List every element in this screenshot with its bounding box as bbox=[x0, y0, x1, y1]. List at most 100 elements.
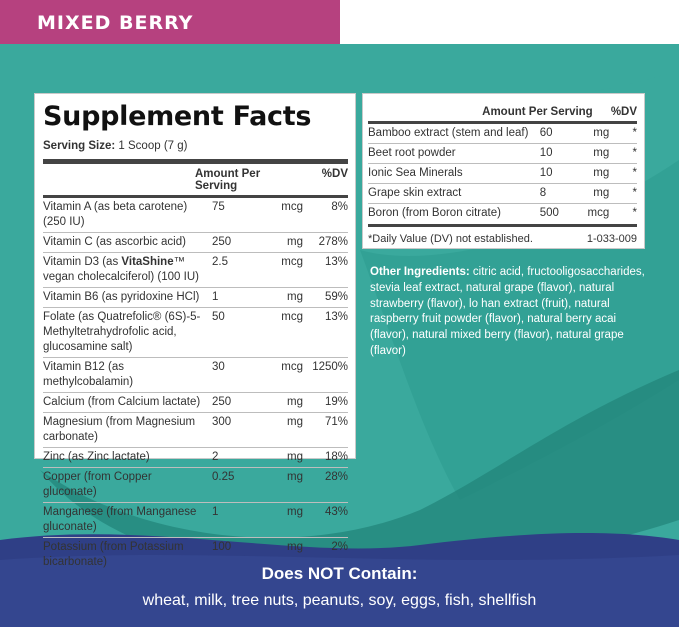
facts-row: Vitamin A (as beta carotene) (250 IU) 75 m… bbox=[43, 198, 348, 233]
facts-row: Potassium (from Potassium bicarbonate) 10… bbox=[43, 538, 348, 572]
facts-row: Grape skin extract 8 mg * bbox=[368, 184, 637, 204]
nutrient-name: Ionic Sea Minerals bbox=[368, 167, 463, 179]
amount-unit: mg bbox=[287, 291, 303, 303]
amount-value: 75 bbox=[212, 201, 225, 213]
nutrient-name: Calcium (from Calcium lactate) bbox=[43, 396, 201, 408]
nutrient-name: Copper (from Copper gluconate) bbox=[43, 471, 152, 498]
nutrient-dv: 18% bbox=[324, 451, 348, 463]
nutrient-amount: 30 mcg bbox=[206, 360, 303, 375]
nutrient-name: Potassium (from Potassium bicarbonate) bbox=[43, 541, 184, 568]
nutrient-dv: 13% bbox=[324, 311, 348, 323]
nutrient-name: Vitamin B6 (as pyridoxine HCl) bbox=[43, 291, 200, 303]
nutrient-name: Vitamin D3 (as VitaShine™ vegan cholecal… bbox=[43, 256, 199, 283]
nutrient-name: Grape skin extract bbox=[368, 187, 462, 199]
facts-row: Zinc (as Zinc lactate) 2 mg 18% bbox=[43, 448, 348, 468]
facts-row: Vitamin D3 (as VitaShine™ vegan cholecal… bbox=[43, 253, 348, 288]
nutrient-dv: 1250% bbox=[312, 361, 348, 373]
nutrient-dv: 28% bbox=[324, 471, 348, 483]
nutrient-dv: * bbox=[632, 167, 637, 179]
nutrient-name: Vitamin C (as ascorbic acid) bbox=[43, 236, 186, 248]
amount-unit: mg bbox=[593, 167, 610, 179]
product-code: 1-033-009 bbox=[586, 233, 637, 245]
nutrient-name: Boron (from Boron citrate) bbox=[368, 207, 501, 219]
dv-footnote: *Daily Value (DV) not established. bbox=[368, 233, 533, 245]
nutrient-name: Beet root powder bbox=[368, 147, 456, 159]
amount-unit: mg bbox=[287, 396, 303, 408]
nutrient-name: Magnesium (from Magnesium carbonate) bbox=[43, 416, 196, 443]
serving-size-label: Serving Size: bbox=[43, 140, 116, 152]
amount-unit: mcg bbox=[587, 207, 610, 219]
nutrient-name: Vitamin B12 (as methylcobalamin) bbox=[43, 361, 134, 388]
nutrient-amount: 100 mg bbox=[206, 540, 303, 555]
nutrient-amount: 2 mg bbox=[206, 450, 303, 465]
nutrient-amount: 250 mg bbox=[206, 235, 303, 250]
does-not-contain-title: Does NOT Contain: bbox=[261, 564, 418, 583]
nutrient-name: Manganese (from Manganese gluconate) bbox=[43, 506, 197, 533]
amount-unit: mg bbox=[287, 236, 303, 248]
amount-value: 300 bbox=[212, 416, 232, 428]
nutrient-dv: 71% bbox=[324, 416, 348, 428]
header-amount: Amount Per Serving bbox=[195, 168, 261, 192]
nutrient-amount: 8 mg bbox=[532, 186, 609, 201]
nutrient-amount: 1 mg bbox=[206, 505, 303, 520]
header-amount-2: Amount Per Serving bbox=[482, 106, 593, 118]
amount-value: 100 bbox=[212, 541, 232, 553]
amount-value: 60 bbox=[539, 127, 553, 139]
nutrient-name: Zinc (as Zinc lactate) bbox=[43, 451, 150, 463]
serving-size: Serving Size: 1 Scoop (7 g) bbox=[43, 134, 348, 164]
facts2-header-row: Amount Per Serving %DV bbox=[368, 106, 637, 124]
nutrient-dv: 2% bbox=[331, 541, 348, 553]
other-ingredients: Other Ingredients: citric acid, fructool… bbox=[370, 265, 645, 360]
serving-size-value: 1 Scoop (7 g) bbox=[118, 140, 188, 152]
facts-row: Bamboo extract (stem and leaf) 60 mg * bbox=[368, 124, 637, 144]
amount-unit: mcg bbox=[281, 256, 303, 268]
amount-value: 10 bbox=[539, 147, 553, 159]
other-ingredients-text: citric acid, fructooligosaccharides, ste… bbox=[370, 266, 645, 357]
supplement-facts-panel-2: Amount Per Serving %DV Bamboo extract (s… bbox=[362, 93, 645, 249]
does-not-contain-list: wheat, milk, tree nuts, peanuts, soy, eg… bbox=[142, 592, 537, 609]
amount-value: 30 bbox=[212, 361, 225, 373]
facts-row: Vitamin C (as ascorbic acid) 250 mg 278% bbox=[43, 233, 348, 253]
nutrient-name: Folate (as Quatrefolic® (6S)-5-Methyltet… bbox=[43, 311, 201, 353]
nutrient-dv: * bbox=[632, 207, 637, 219]
facts-row: Folate (as Quatrefolic® (6S)-5-Methyltet… bbox=[43, 308, 348, 358]
dv-footnote-row: *Daily Value (DV) not established. 1-033… bbox=[368, 224, 637, 245]
amount-value: 10 bbox=[539, 167, 553, 179]
header-dv-2: %DV bbox=[610, 106, 638, 118]
amount-value: 250 bbox=[212, 236, 232, 248]
amount-value: 50 bbox=[212, 311, 225, 323]
facts-row: Vitamin B12 (as methylcobalamin) 30 mcg 125… bbox=[43, 358, 348, 393]
amount-value: 2 bbox=[212, 451, 219, 463]
nutrient-amount: 2.5 mcg bbox=[206, 255, 303, 270]
nutrient-dv: 278% bbox=[318, 236, 348, 248]
nutrient-amount: 60 mg bbox=[532, 126, 609, 141]
amount-value: 1 bbox=[212, 291, 219, 303]
amount-value: 500 bbox=[539, 207, 559, 219]
nutrient-dv: * bbox=[632, 147, 637, 159]
amount-value: 1 bbox=[212, 506, 219, 518]
nutrient-dv: 8% bbox=[331, 201, 348, 213]
amount-unit: mg bbox=[287, 416, 303, 428]
supplement-facts-title: Supplement Facts bbox=[43, 101, 312, 132]
supplement-facts-panel: Supplement Facts Serving Size: 1 Scoop (… bbox=[34, 93, 356, 568]
amount-unit: mg bbox=[287, 541, 303, 553]
amount-value: 8 bbox=[539, 187, 547, 199]
amount-unit: mg bbox=[593, 127, 610, 139]
nutrient-amount: 300 mg bbox=[206, 415, 303, 430]
nutrient-amount: 10 mg bbox=[532, 146, 609, 161]
facts2-rows: Bamboo extract (stem and leaf) 60 mg * Beet … bbox=[368, 124, 637, 223]
facts-row: Magnesium (from Magnesium carbonate) 300 m… bbox=[43, 413, 348, 448]
nutrient-dv: * bbox=[632, 187, 637, 199]
nutrient-amount: 0.25 mg bbox=[206, 470, 303, 485]
nutrient-amount: 500 mcg bbox=[532, 206, 609, 221]
nutrient-amount: 50 mcg bbox=[206, 310, 303, 325]
flavor-name: MIXED BERRY bbox=[37, 12, 194, 34]
facts-row: Ionic Sea Minerals 10 mg * bbox=[368, 164, 637, 184]
amount-unit: mg bbox=[287, 506, 303, 518]
other-ingredients-label: Other Ingredients: bbox=[370, 266, 470, 278]
facts-row: Beet root powder 10 mg * bbox=[368, 144, 637, 164]
nutrient-dv: 43% bbox=[324, 506, 348, 518]
facts-rows: Vitamin A (as beta carotene) (250 IU) 75 m… bbox=[43, 198, 348, 572]
amount-unit: mcg bbox=[281, 201, 303, 213]
amount-value: 2.5 bbox=[212, 256, 228, 268]
